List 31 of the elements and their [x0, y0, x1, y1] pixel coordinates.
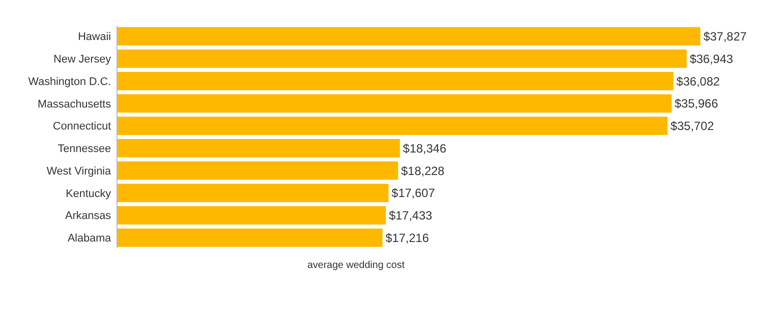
y-tick-label: Hawaii — [78, 31, 111, 44]
data-label: $17,216 — [385, 230, 430, 245]
bar — [117, 161, 398, 180]
y-tick-label: West Virginia — [46, 165, 112, 178]
bar — [117, 228, 382, 247]
x-axis-title: average wedding cost — [307, 260, 405, 271]
bar — [117, 206, 386, 224]
data-label: $17,607 — [392, 186, 436, 200]
bar — [117, 184, 389, 202]
bar — [117, 94, 672, 113]
y-tick-label: New Jersey — [54, 54, 112, 66]
y-tick-label: Washington D.C. — [28, 76, 111, 88]
y-tick-label: Arkansas — [65, 210, 112, 222]
data-label: $35,966 — [674, 96, 718, 111]
y-tick-label: Connecticut — [52, 120, 111, 133]
bar — [117, 50, 687, 68]
data-label: $35,702 — [670, 119, 714, 134]
data-label: $17,433 — [388, 208, 433, 223]
y-tick-label: Tennessee — [58, 143, 111, 156]
data-label: $36,943 — [690, 52, 734, 66]
y-tick-label: Massachusetts — [38, 98, 112, 110]
data-label: $37,827 — [703, 29, 748, 44]
data-label: $18,228 — [401, 164, 445, 178]
bar — [117, 139, 400, 158]
y-tick-label: Alabama — [68, 232, 112, 245]
data-label: $36,082 — [676, 74, 720, 88]
bar — [117, 27, 700, 46]
y-tick-label: Kentucky — [66, 188, 112, 200]
data-label: $18,346 — [402, 141, 447, 156]
bar — [117, 116, 668, 135]
bar — [117, 72, 674, 90]
